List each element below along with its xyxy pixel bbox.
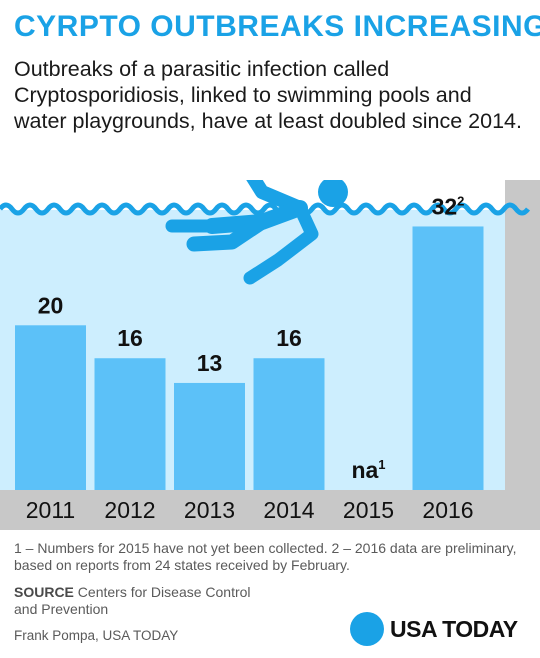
value-label-2012: 16 — [117, 325, 143, 351]
swimmer-arm-reaching — [243, 201, 319, 285]
logo-text: USA TODAY — [390, 615, 518, 642]
category-label-2012: 2012 — [104, 497, 155, 523]
pool-wall-right — [505, 180, 540, 490]
swimmer-arm-raised — [246, 180, 307, 215]
footnote: 1 – Numbers for 2015 have not yet been c… — [14, 540, 517, 573]
value-label-2013: 13 — [197, 350, 223, 376]
usa-today-logo: USA TODAY — [350, 612, 518, 646]
source-label: SOURCE — [14, 584, 74, 600]
bars-group: 20 2011 16 2012 13 2013 16 2014 na1 2015 322 2016 — [15, 193, 484, 523]
value-label-2015: na1 — [351, 457, 385, 483]
source-text: Centers for Disease Control and Preventi… — [14, 584, 251, 617]
source: SOURCE Centers for Disease Control and P… — [14, 584, 274, 618]
value-label-2016: 322 — [432, 193, 465, 219]
category-label-2014: 2014 — [263, 497, 314, 523]
swimmer-leg-front — [186, 214, 270, 252]
chart-title: CYRPTO OUTBREAKS INCREASING — [14, 10, 540, 43]
category-label-2011: 2011 — [26, 497, 75, 523]
swimmer-icon — [165, 180, 348, 285]
value-label-2011: 20 — [38, 292, 64, 318]
value-label-2014: 16 — [276, 325, 302, 351]
pool-floor — [0, 490, 540, 530]
water-waves — [0, 202, 530, 216]
bar-chart: 20 2011 16 2012 13 2013 16 2014 na1 2015 322 2016 — [0, 180, 540, 530]
credit: Frank Pompa, USA TODAY — [14, 628, 179, 643]
category-label-2016: 2016 — [422, 497, 473, 523]
bar-2014 — [253, 358, 325, 490]
bar-2012 — [94, 358, 166, 490]
bar-2013 — [174, 382, 245, 490]
category-label-2015: 2015 — [343, 497, 394, 523]
swimmer-head — [318, 180, 348, 207]
chart-subtitle: Outbreaks of a parasitic infection calle… — [14, 57, 522, 133]
bar-2011 — [15, 325, 86, 490]
category-label-2013: 2013 — [184, 497, 235, 523]
bar-2016 — [412, 226, 484, 490]
logo-dot-icon — [350, 612, 384, 646]
